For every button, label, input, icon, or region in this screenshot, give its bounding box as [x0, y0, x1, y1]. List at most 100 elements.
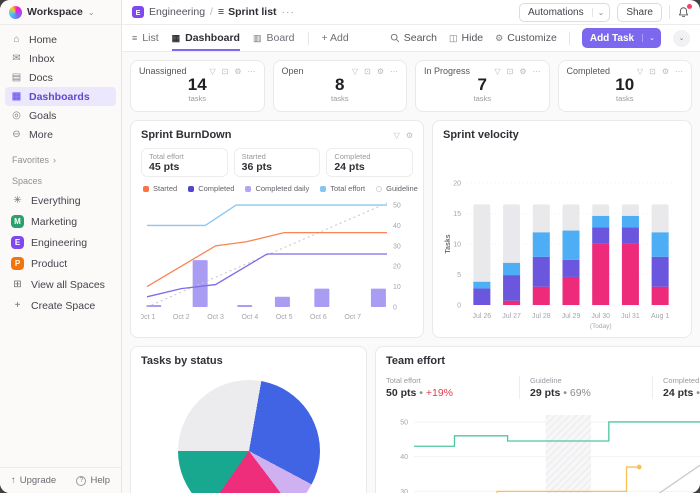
legend-item[interactable]: Total effort — [320, 184, 365, 193]
stat-card-title: In Progress — [424, 66, 471, 76]
filter-icon[interactable]: ▽ — [351, 66, 359, 76]
tab-list[interactable]: ≡ List — [132, 32, 159, 44]
sidebar-item-docs[interactable]: ▤ Docs — [5, 68, 116, 87]
stat-card-title: Completed — [566, 66, 611, 76]
legend-item[interactable]: Completed — [188, 184, 234, 193]
gear-icon[interactable]: ⚙ — [661, 66, 669, 76]
view-all-spaces[interactable]: ⊞ View all Spaces — [5, 274, 116, 295]
upgrade-button[interactable]: ↑ Upgrade — [11, 475, 57, 486]
breadcrumb: E Engineering / ≡ Sprint list ··· — [132, 6, 295, 18]
filter-icon[interactable]: ▽ — [393, 130, 400, 140]
sprint-burndown-card: Sprint BurnDown ▽ ⚙ Total effort 45 pts … — [130, 120, 424, 338]
filter-icon[interactable]: ▽ — [494, 66, 501, 76]
expand-icon[interactable]: ⊡ — [221, 66, 229, 76]
svg-text:15: 15 — [453, 211, 461, 218]
svg-text:Jul 28: Jul 28 — [532, 313, 551, 320]
svg-text:Jul 26: Jul 26 — [473, 313, 492, 320]
view-tab-bar: ≡ List ▦ Dashboard ▥ Board + Add Search — [122, 25, 700, 52]
space-item-marketing[interactable]: M Marketing — [5, 211, 116, 232]
sidebar-item-label: Home — [29, 33, 58, 46]
board-icon: ▥ — [252, 32, 262, 43]
filter-icon[interactable]: ▽ — [636, 66, 644, 76]
gear-icon[interactable]: ⚙ — [376, 66, 384, 76]
sidebar-item-dashboards[interactable]: ▦ Dashboards — [5, 87, 116, 106]
svg-text:30: 30 — [400, 489, 408, 493]
sprint-list-icon: ≡ — [217, 6, 225, 18]
sidebar-item-inbox[interactable]: ✉ Inbox — [5, 49, 116, 68]
breadcrumb-space[interactable]: Engineering — [149, 6, 206, 18]
help-button[interactable]: ? Help — [76, 475, 110, 486]
chevron-down-icon[interactable]: ⌄ — [642, 34, 661, 42]
grid-icon: ⊞ — [13, 279, 22, 290]
stat-card-open: Open ▽ ⊡ ⚙ ⋯ 8 tasks — [272, 60, 407, 112]
collapse-button[interactable]: ⌄ — [673, 29, 690, 47]
share-button[interactable]: Share — [617, 2, 662, 22]
card-title: Team effort — [386, 355, 446, 367]
tab-board[interactable]: ▥ Board — [252, 32, 295, 44]
svg-text:20: 20 — [393, 264, 401, 271]
sidebar-item-home[interactable]: ⌂ Home — [5, 30, 116, 49]
expand-icon[interactable]: ⊡ — [506, 66, 514, 76]
favorites-section[interactable]: Favorites › — [0, 155, 121, 165]
customize-button[interactable]: ⚙ Customize — [495, 32, 557, 44]
notifications-bell-icon[interactable] — [677, 3, 692, 19]
stat-value: 14 — [187, 75, 207, 94]
stat-unit: tasks — [330, 94, 349, 103]
space-label: Product — [31, 257, 68, 270]
docs-icon: ▤ — [11, 72, 22, 83]
workspace-logo-icon — [9, 5, 22, 19]
create-space-button[interactable]: + Create Space — [5, 295, 116, 316]
stat-card-completed: Completed ▽ ⊡ ⚙ ⋯ 10 tasks — [557, 60, 692, 112]
stat-card-in-progress: In Progress ▽ ⊡ ⚙ ⋯ 7 tasks — [415, 60, 550, 112]
team-stat-guideline: Guideline 29 pts • 69% — [519, 376, 652, 399]
spaces-section-label: Spaces — [12, 176, 43, 186]
breadcrumb-page[interactable]: ≡ Sprint list — [217, 6, 277, 18]
search-button[interactable]: Search — [390, 32, 437, 44]
sidebar-item-more[interactable]: ⊖ More — [5, 125, 116, 144]
chevron-down-icon[interactable]: ⌄ — [591, 7, 610, 17]
legend-item[interactable]: Completed daily — [245, 184, 309, 193]
tab-dashboard[interactable]: ▦ Dashboard — [171, 25, 240, 51]
hide-button[interactable]: ◫ Hide — [449, 32, 484, 44]
legend-item[interactable]: Started — [143, 184, 177, 193]
team-stat-completed: Completed 24 pts • 57% — [652, 376, 700, 399]
space-item-engineering[interactable]: E Engineering — [5, 232, 116, 253]
space-item-product[interactable]: P Product — [5, 253, 116, 274]
automations-button[interactable]: Automations ⌄ — [519, 2, 611, 22]
chevron-down-icon: ⌄ — [678, 35, 685, 42]
divider — [669, 5, 670, 19]
home-icon: ⌂ — [13, 34, 20, 45]
gear-icon: ⚙ — [495, 32, 504, 43]
stat-card-title: Unassigned — [139, 66, 187, 76]
gear-icon[interactable]: ⚙ — [234, 66, 242, 76]
add-view-button[interactable]: + Add — [321, 32, 349, 44]
svg-text:Jul 29: Jul 29 — [562, 313, 581, 320]
space-avatar[interactable]: E — [132, 6, 144, 18]
legend-item[interactable]: Guideline — [376, 184, 418, 193]
sidebar-item-goals[interactable]: ◎ Goals — [5, 106, 116, 125]
filter-icon[interactable]: ▽ — [209, 66, 216, 76]
ellipsis-icon[interactable]: ⋯ — [390, 66, 398, 76]
breadcrumb-separator: / — [210, 6, 213, 18]
ellipsis-icon[interactable]: ⋯ — [532, 66, 541, 76]
svg-text:Tasks: Tasks — [445, 234, 452, 253]
expand-icon[interactable]: ⊡ — [364, 66, 371, 76]
gear-icon[interactable]: ⚙ — [405, 130, 413, 140]
ellipsis-icon[interactable]: ⋯ — [247, 66, 256, 76]
space-item-everything[interactable]: ✳ Everything — [5, 190, 116, 211]
team-effort-stats: Total effort 50 pts • +19% Guideline 29 … — [386, 376, 700, 399]
svg-text:Oct 5: Oct 5 — [276, 314, 293, 321]
card-title: Sprint velocity — [443, 129, 519, 141]
velocity-chart: 0 5 10 15 20 Tasks Jul 26 Jul 27 Jul 28 Jul 29 Jul… — [445, 181, 675, 330]
add-task-button[interactable]: Add Task ⌄ — [581, 28, 661, 48]
burndown-stat-total-effort: Total effort 45 pts — [141, 148, 228, 177]
expand-icon[interactable]: ⊡ — [649, 66, 656, 76]
breadcrumb-more-button[interactable]: ··· — [281, 6, 296, 18]
workspace-switcher[interactable]: Workspace ⌄ — [0, 0, 121, 25]
svg-text:Oct 7: Oct 7 — [344, 314, 361, 321]
gear-icon[interactable]: ⚙ — [519, 66, 527, 76]
dashboard-content: Unassigned ▽ ⊡ ⚙ ⋯ 14 tasks Open — [122, 52, 700, 493]
ellipsis-icon[interactable]: ⋯ — [675, 66, 683, 76]
space-avatar: P — [11, 257, 24, 270]
